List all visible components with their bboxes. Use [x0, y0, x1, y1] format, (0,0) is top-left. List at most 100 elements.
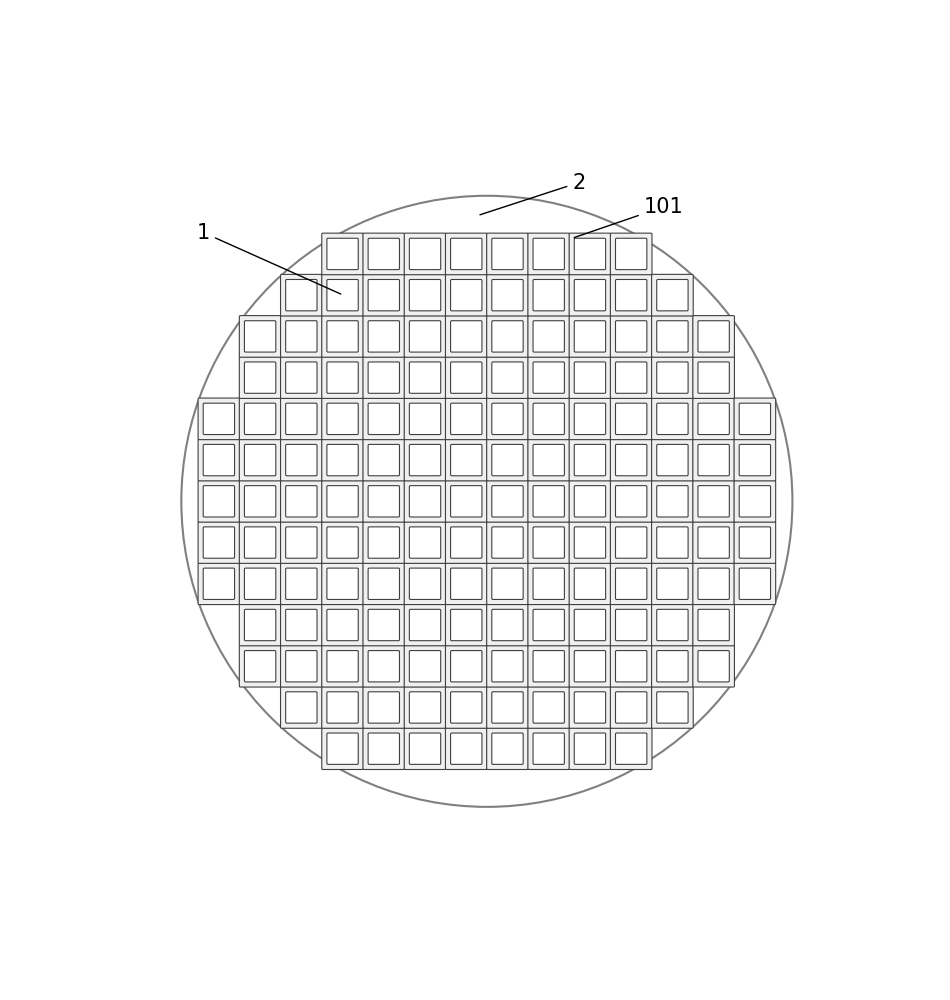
- FancyBboxPatch shape: [533, 279, 564, 311]
- FancyBboxPatch shape: [492, 568, 523, 599]
- FancyBboxPatch shape: [492, 609, 523, 641]
- FancyBboxPatch shape: [327, 568, 358, 599]
- FancyBboxPatch shape: [569, 357, 611, 398]
- FancyBboxPatch shape: [656, 486, 688, 517]
- FancyBboxPatch shape: [734, 439, 775, 481]
- FancyBboxPatch shape: [652, 316, 694, 357]
- FancyBboxPatch shape: [616, 362, 647, 393]
- FancyBboxPatch shape: [569, 563, 611, 605]
- FancyBboxPatch shape: [734, 522, 775, 563]
- FancyBboxPatch shape: [239, 563, 281, 605]
- FancyBboxPatch shape: [244, 568, 276, 599]
- FancyBboxPatch shape: [698, 362, 730, 393]
- FancyBboxPatch shape: [616, 444, 647, 476]
- FancyBboxPatch shape: [528, 316, 569, 357]
- FancyBboxPatch shape: [405, 645, 446, 687]
- FancyBboxPatch shape: [486, 274, 528, 316]
- FancyBboxPatch shape: [363, 316, 405, 357]
- FancyBboxPatch shape: [405, 563, 446, 605]
- FancyBboxPatch shape: [322, 439, 363, 481]
- FancyBboxPatch shape: [450, 609, 482, 641]
- FancyBboxPatch shape: [528, 481, 569, 522]
- FancyBboxPatch shape: [569, 728, 611, 769]
- FancyBboxPatch shape: [327, 609, 358, 641]
- FancyBboxPatch shape: [574, 403, 606, 435]
- FancyBboxPatch shape: [286, 527, 317, 558]
- FancyBboxPatch shape: [239, 522, 281, 563]
- FancyBboxPatch shape: [368, 321, 400, 352]
- FancyBboxPatch shape: [616, 568, 647, 599]
- FancyBboxPatch shape: [698, 486, 730, 517]
- FancyBboxPatch shape: [409, 692, 441, 723]
- FancyBboxPatch shape: [199, 522, 239, 563]
- FancyBboxPatch shape: [616, 403, 647, 435]
- FancyBboxPatch shape: [693, 563, 734, 605]
- FancyBboxPatch shape: [327, 733, 358, 764]
- FancyBboxPatch shape: [533, 651, 564, 682]
- FancyBboxPatch shape: [574, 486, 606, 517]
- FancyBboxPatch shape: [409, 321, 441, 352]
- FancyBboxPatch shape: [322, 604, 363, 646]
- FancyBboxPatch shape: [533, 403, 564, 435]
- FancyBboxPatch shape: [569, 233, 611, 275]
- FancyBboxPatch shape: [611, 274, 652, 316]
- FancyBboxPatch shape: [368, 651, 400, 682]
- FancyBboxPatch shape: [239, 357, 281, 398]
- FancyBboxPatch shape: [574, 321, 606, 352]
- FancyBboxPatch shape: [611, 357, 652, 398]
- FancyBboxPatch shape: [486, 357, 528, 398]
- FancyBboxPatch shape: [492, 733, 523, 764]
- FancyBboxPatch shape: [405, 687, 446, 728]
- FancyBboxPatch shape: [616, 238, 647, 270]
- FancyBboxPatch shape: [203, 486, 235, 517]
- FancyBboxPatch shape: [698, 527, 730, 558]
- FancyBboxPatch shape: [528, 439, 569, 481]
- FancyBboxPatch shape: [656, 609, 688, 641]
- FancyBboxPatch shape: [533, 609, 564, 641]
- FancyBboxPatch shape: [739, 486, 770, 517]
- FancyBboxPatch shape: [693, 522, 734, 563]
- FancyBboxPatch shape: [286, 609, 317, 641]
- FancyBboxPatch shape: [368, 403, 400, 435]
- FancyBboxPatch shape: [492, 403, 523, 435]
- FancyBboxPatch shape: [486, 728, 528, 769]
- FancyBboxPatch shape: [569, 522, 611, 563]
- FancyBboxPatch shape: [446, 563, 487, 605]
- FancyBboxPatch shape: [286, 486, 317, 517]
- FancyBboxPatch shape: [698, 321, 730, 352]
- FancyBboxPatch shape: [286, 444, 317, 476]
- FancyBboxPatch shape: [363, 563, 405, 605]
- FancyBboxPatch shape: [611, 439, 652, 481]
- FancyBboxPatch shape: [739, 403, 770, 435]
- FancyBboxPatch shape: [322, 274, 363, 316]
- FancyBboxPatch shape: [244, 651, 276, 682]
- FancyBboxPatch shape: [409, 238, 441, 270]
- FancyBboxPatch shape: [322, 687, 363, 728]
- FancyBboxPatch shape: [450, 238, 482, 270]
- FancyBboxPatch shape: [405, 604, 446, 646]
- FancyBboxPatch shape: [239, 604, 281, 646]
- FancyBboxPatch shape: [199, 439, 239, 481]
- FancyBboxPatch shape: [734, 398, 775, 440]
- FancyBboxPatch shape: [450, 527, 482, 558]
- FancyBboxPatch shape: [611, 645, 652, 687]
- FancyBboxPatch shape: [446, 316, 487, 357]
- FancyBboxPatch shape: [450, 651, 482, 682]
- FancyBboxPatch shape: [486, 316, 528, 357]
- Text: 2: 2: [480, 173, 585, 215]
- FancyBboxPatch shape: [693, 357, 734, 398]
- FancyBboxPatch shape: [450, 486, 482, 517]
- FancyBboxPatch shape: [569, 398, 611, 440]
- FancyBboxPatch shape: [528, 357, 569, 398]
- FancyBboxPatch shape: [203, 403, 235, 435]
- FancyBboxPatch shape: [327, 321, 358, 352]
- FancyBboxPatch shape: [450, 279, 482, 311]
- FancyBboxPatch shape: [693, 481, 734, 522]
- FancyBboxPatch shape: [446, 604, 487, 646]
- FancyBboxPatch shape: [286, 362, 317, 393]
- FancyBboxPatch shape: [368, 444, 400, 476]
- FancyBboxPatch shape: [533, 238, 564, 270]
- FancyBboxPatch shape: [528, 522, 569, 563]
- FancyBboxPatch shape: [368, 238, 400, 270]
- FancyBboxPatch shape: [405, 439, 446, 481]
